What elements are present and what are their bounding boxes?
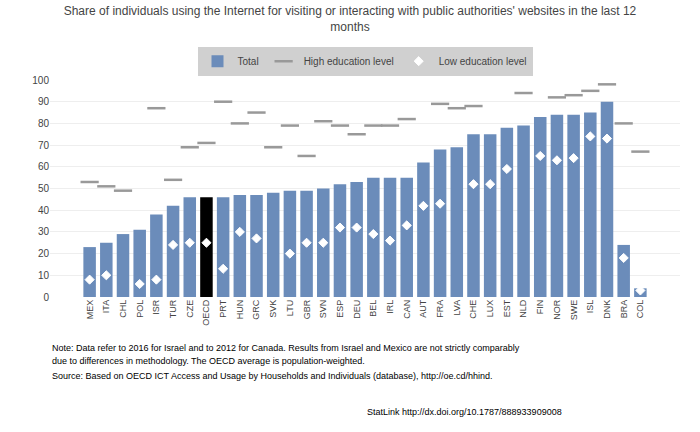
svg-text:Share of individuals using the: Share of individuals using the Internet … <box>64 4 637 34</box>
svg-text:NLD: NLD <box>518 299 528 318</box>
svg-text:FIN: FIN <box>535 300 545 315</box>
svg-text:50: 50 <box>38 183 50 194</box>
svg-text:90: 90 <box>38 96 50 107</box>
svg-text:LTU: LTU <box>285 300 295 316</box>
svg-text:CAN: CAN <box>402 300 412 319</box>
svg-text:FRA: FRA <box>435 300 445 318</box>
svg-text:CZE: CZE <box>185 300 195 318</box>
svg-text:10: 10 <box>38 270 50 281</box>
svg-text:MEX: MEX <box>85 300 95 320</box>
svg-text:80: 80 <box>38 118 50 129</box>
svg-text:TUR: TUR <box>168 299 178 318</box>
svg-text:HUN: HUN <box>235 300 245 320</box>
svg-text:30: 30 <box>38 226 50 237</box>
svg-text:PRT: PRT <box>218 299 228 317</box>
svg-text:CHE: CHE <box>468 300 478 319</box>
svg-text:BRA: BRA <box>619 300 629 319</box>
svg-text:CHL: CHL <box>118 300 128 318</box>
svg-text:GRC: GRC <box>251 299 261 320</box>
svg-text:ITA: ITA <box>101 300 111 313</box>
svg-text:COL: COL <box>635 300 645 319</box>
svg-text:OECD: OECD <box>201 299 211 326</box>
svg-text:due to differences in methodol: due to differences in methodology. The O… <box>52 356 365 366</box>
svg-text:ISR: ISR <box>151 299 161 315</box>
svg-text:IRL: IRL <box>385 300 395 314</box>
svg-text:BEL: BEL <box>368 300 378 317</box>
svg-text:SWE: SWE <box>569 300 579 321</box>
svg-text:60: 60 <box>38 161 50 172</box>
svg-text:NOR: NOR <box>552 299 562 320</box>
svg-text:Source: Based on OECD ICT Acce: Source: Based on OECD ICT Access and Usa… <box>52 371 493 381</box>
svg-text:DEU: DEU <box>352 300 362 319</box>
svg-text:LUX: LUX <box>485 300 495 318</box>
svg-text:Note: Data refer to 2016 for I: Note: Data refer to 2016 for Israel and … <box>52 343 520 353</box>
svg-text:SVN: SVN <box>318 300 328 319</box>
svg-text:GBR: GBR <box>302 299 312 319</box>
svg-text:Total: Total <box>238 56 259 67</box>
svg-text:70: 70 <box>38 140 50 151</box>
svg-text:SVK: SVK <box>268 300 278 318</box>
svg-text:100: 100 <box>32 75 49 86</box>
svg-text:EST: EST <box>502 299 512 317</box>
svg-text:40: 40 <box>38 205 50 216</box>
svg-text:AUT: AUT <box>418 299 428 318</box>
svg-text:ISL: ISL <box>585 300 595 314</box>
svg-text:ESP: ESP <box>335 300 345 318</box>
svg-text:Low education level: Low education level <box>439 56 527 67</box>
svg-text:DNK: DNK <box>602 300 612 319</box>
svg-text:0: 0 <box>43 292 49 303</box>
svg-text:POL: POL <box>135 300 145 318</box>
svg-text:20: 20 <box>38 248 50 259</box>
svg-text:LVA: LVA <box>452 300 462 316</box>
svg-text:StatLink http://dx.doi.org/10.: StatLink http://dx.doi.org/10.1787/88893… <box>367 407 562 417</box>
svg-text:High education level: High education level <box>304 56 394 67</box>
